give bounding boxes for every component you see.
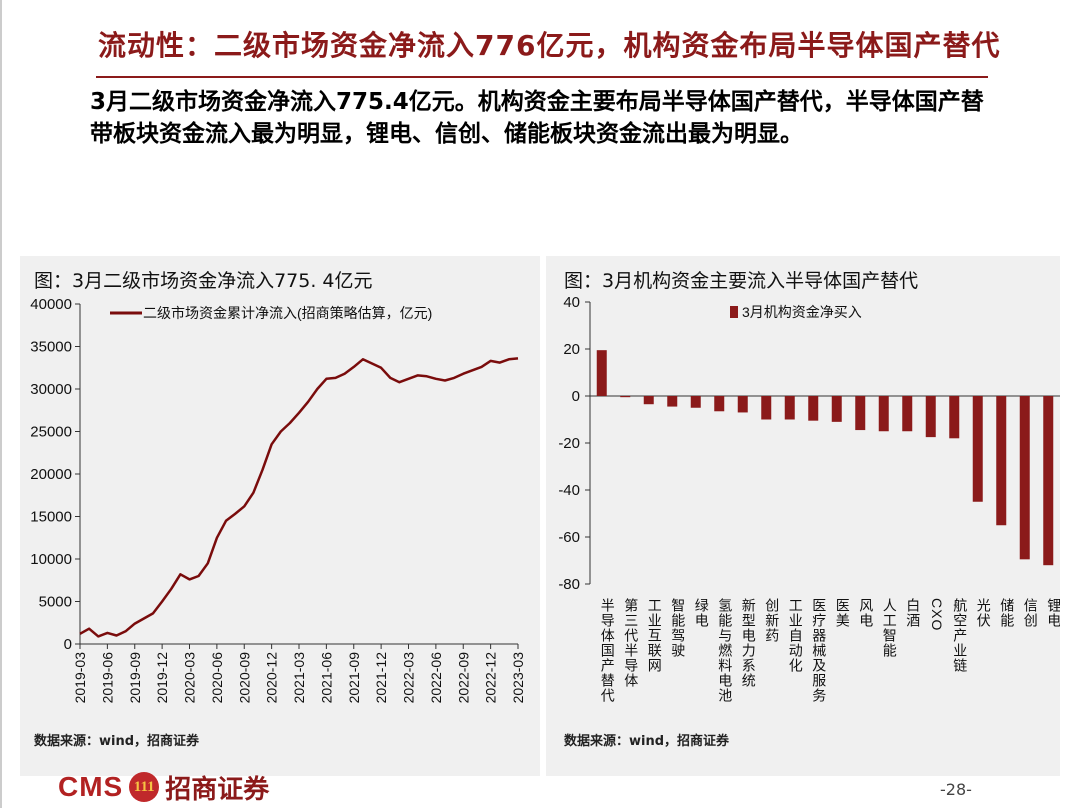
bar-1: [620, 396, 631, 398]
y-tick-label: 40: [563, 294, 580, 311]
right-figure-panel: 图：3月机构资金主要流入半导体国产替代 -80 -60 -40 -20 0 20 40 半导体…: [546, 256, 1060, 776]
category-label: 智能驾驶: [670, 598, 686, 658]
x-tick-label: 2023-03: [510, 652, 526, 704]
x-tick-label: 2021-09: [346, 652, 362, 704]
x-tick-label: 2020-03: [182, 652, 198, 704]
bar-12: [878, 396, 889, 432]
page-frame: [0, 0, 2, 808]
category-label: 第三代半导体: [623, 597, 639, 688]
legend-label: 3月机构资金净买入: [742, 304, 862, 320]
bar-18: [1019, 396, 1030, 560]
bar-3: [667, 396, 678, 407]
left-figure-source: 数据来源：wind，招商证券: [34, 734, 200, 749]
x-tick-label: 2022-03: [401, 652, 417, 704]
bar-chart: -80 -60 -40 -20 0 20 40 半导体国产替代 第三代半导体 工业互联网 智能驾驶绿…: [558, 294, 1060, 703]
category-label: 创新药: [764, 598, 780, 643]
x-tick-label: 2022-09: [455, 652, 471, 704]
category-label: 储能: [999, 598, 1015, 628]
bar-6: [737, 396, 748, 413]
x-tick-label: 2020-09: [236, 652, 252, 704]
category-label: 锂电: [1046, 598, 1060, 628]
summary-text: 3月二级市场资金净流入775.4亿元。机构资金主要布局半导体国产替代，半导体国产…: [90, 89, 984, 147]
logo-emblem-icon: 111: [129, 772, 160, 802]
x-tick-label: 2019-03: [72, 652, 88, 704]
y-tick-label: 15000: [30, 509, 72, 526]
bar-4: [690, 396, 701, 408]
left-figure-panel: 图：3月二级市场资金净流入775. 4亿元 0 5000 10000 15000 200…: [20, 256, 540, 776]
legend-label: 二级市场资金累计净流入(招商策略估算，亿元): [143, 305, 432, 321]
category-label: 半导体国产替代: [600, 598, 616, 703]
category-label: 医疗器械及服务: [811, 598, 827, 703]
y-tick-label: -20: [558, 435, 580, 452]
bar-2: [643, 396, 654, 405]
category-label: 新型电力系统: [741, 598, 757, 688]
page-number: -28-: [940, 780, 972, 799]
bar-5: [714, 396, 725, 412]
y-tick-label: 20000: [30, 466, 72, 483]
bar-7: [761, 396, 772, 420]
x-tick-label: 2021-06: [318, 652, 334, 704]
bar-17: [996, 396, 1007, 526]
x-tick-label: 2020-06: [209, 652, 225, 704]
y-tick-label: 35000: [30, 339, 72, 356]
category-label: 医美: [835, 598, 851, 628]
bar-9: [808, 396, 819, 421]
bar-11: [855, 396, 866, 431]
category-label: CXO: [929, 598, 945, 631]
y-tick-label: -60: [558, 529, 580, 546]
bar-15: [949, 396, 960, 439]
category-label: 航空产业链: [952, 598, 968, 673]
bar-19: [1043, 396, 1054, 566]
company-logo: CMS 111 招商证券: [58, 770, 270, 805]
x-tick-label: 2019-06: [99, 652, 115, 704]
bar-0: [596, 350, 607, 396]
x-tick-label: 2019-09: [127, 652, 143, 704]
right-figure-title: 图：3月机构资金主要流入半导体国产替代: [564, 270, 919, 292]
category-label: 氢能与燃料电池: [717, 598, 733, 703]
bar-16: [972, 396, 983, 502]
x-tick-label: 2021-03: [291, 652, 307, 704]
y-tick-label: 0: [64, 636, 72, 653]
x-tick-label: 2021-12: [373, 652, 389, 704]
category-label: 绿电: [694, 598, 710, 628]
title-divider: [96, 76, 988, 78]
brand-wordmark: CMS: [58, 771, 124, 802]
right-figure-source: 数据来源：wind，招商证券: [564, 734, 730, 749]
category-label: 白酒: [905, 598, 921, 628]
company-name: 招商证券: [165, 774, 270, 805]
y-tick-label: 40000: [30, 296, 72, 313]
category-label: 风电: [858, 598, 874, 628]
line-series: [79, 357, 519, 638]
x-tick-label: 2019-12: [154, 652, 170, 704]
x-tick-label: 2020-12: [264, 652, 280, 704]
category-label: 信创: [1023, 598, 1039, 628]
line-chart: 0 5000 10000 15000 20000 25000 30000 35000 40000…: [30, 296, 526, 704]
category-label: 人工智能: [882, 598, 898, 658]
left-figure-title: 图：3月二级市场资金净流入775. 4亿元: [34, 270, 373, 292]
bar-10: [831, 396, 842, 422]
legend-swatch: [730, 306, 738, 318]
category-label: 光伏: [976, 598, 992, 628]
x-tick-label: 2022-12: [483, 652, 499, 704]
bar-8: [784, 396, 795, 420]
y-tick-label: 20: [563, 341, 580, 358]
category-label: 工业互联网: [647, 598, 663, 673]
page-title: 流动性：二级市场资金净流入776亿元，机构资金布局半导体国产替代: [98, 29, 1001, 62]
x-tick-label: 2022-06: [428, 652, 444, 704]
y-tick-label: 10000: [30, 551, 72, 568]
y-tick-label: -80: [558, 576, 580, 593]
y-tick-label: -40: [558, 482, 580, 499]
category-label: 工业自动化: [788, 598, 804, 673]
bar-14: [925, 396, 936, 438]
bar-13: [902, 396, 913, 432]
y-tick-label: 30000: [30, 381, 72, 398]
y-tick-label: 25000: [30, 424, 72, 441]
y-tick-label: 0: [572, 388, 580, 405]
y-tick-label: 5000: [39, 594, 72, 611]
